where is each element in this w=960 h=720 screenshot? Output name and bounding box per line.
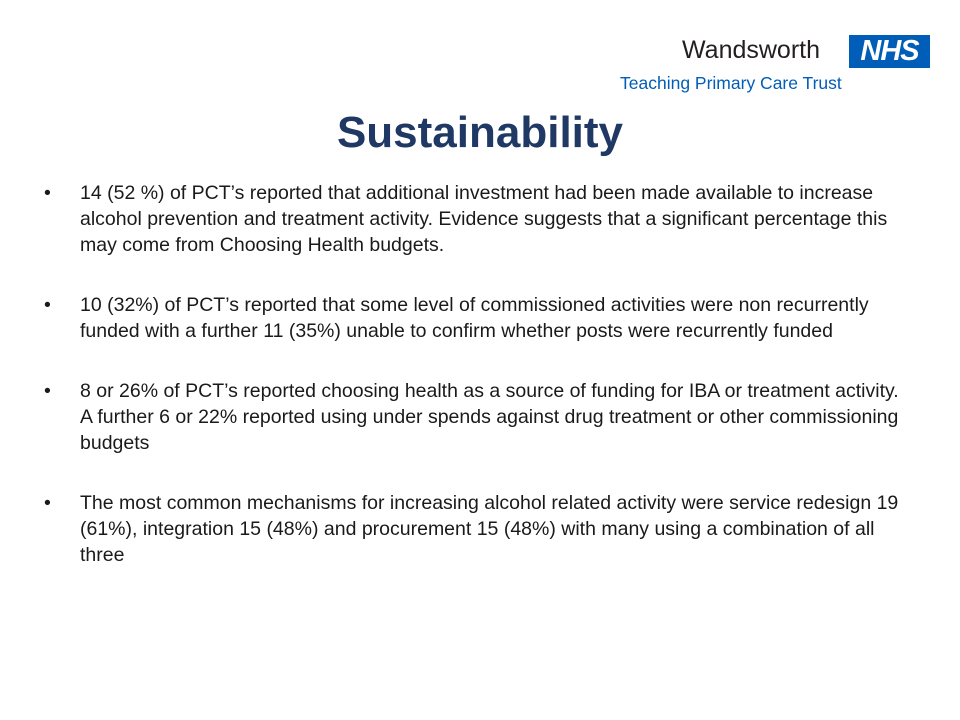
bullet-text: 10 (32%) of PCT’s reported that some lev… [80, 294, 869, 342]
bullet-item: • 10 (32%) of PCT’s reported that some l… [44, 292, 904, 344]
slide-title: Sustainability [336, 108, 624, 157]
bullet-dot-icon: • [44, 380, 51, 402]
bullet-text: The most common mechanisms for increasin… [80, 492, 899, 566]
logo-org-name: Wandsworth [682, 36, 821, 64]
bullet-item: • The most common mechanisms for increas… [44, 490, 904, 568]
nhs-logo-badge: NHS [849, 35, 930, 68]
bullet-dot-icon: • [44, 182, 51, 204]
logo-trust-name: Teaching Primary Care Trust [620, 73, 842, 93]
bullet-dot-icon: • [44, 294, 51, 316]
bullet-text: 8 or 26% of PCT’s reported choosing heal… [80, 380, 899, 454]
bullet-text: 14 (52 %) of PCT’s reported that additio… [80, 182, 888, 256]
trust-logo: Wandsworth NHS Teaching Primary Care Tru… [620, 32, 930, 96]
bullet-item: • 14 (52 %) of PCT’s reported that addit… [44, 180, 904, 258]
bullet-dot-icon: • [44, 492, 51, 514]
bullet-list: • 14 (52 %) of PCT’s reported that addit… [44, 180, 904, 602]
bullet-item: • 8 or 26% of PCT’s reported choosing he… [44, 378, 904, 456]
